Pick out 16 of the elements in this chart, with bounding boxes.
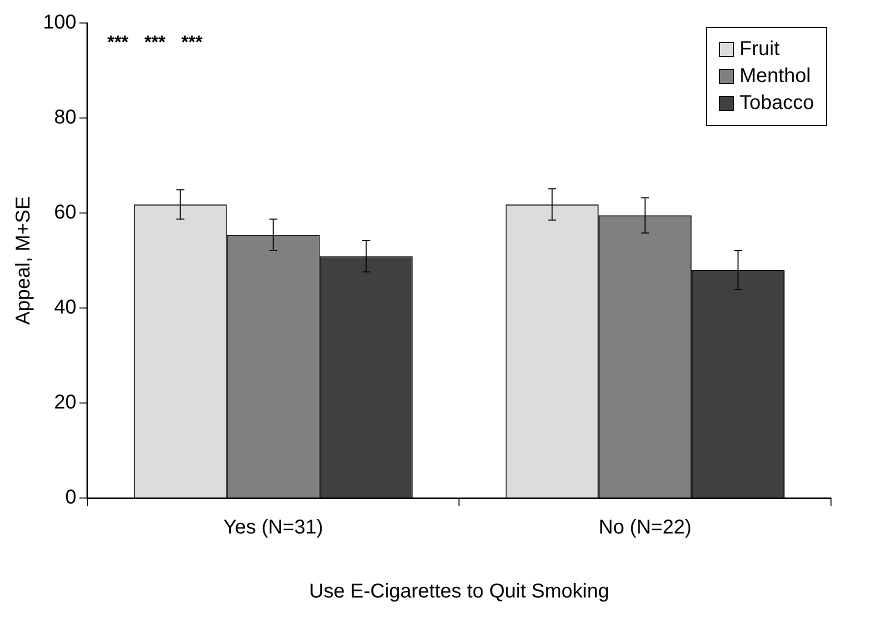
legend-label: Menthol <box>740 65 811 88</box>
y-tick-label: 0 <box>65 486 76 509</box>
y-tick-label: 60 <box>54 202 76 224</box>
y-axis-title: Appeal, M+SE <box>12 196 35 325</box>
annotation: *** <box>107 32 128 52</box>
x-tick-label: Yes (N=31) <box>223 516 324 539</box>
x-tick-label: No (N=22) <box>598 516 692 539</box>
y-tick-label: 80 <box>54 106 76 129</box>
x-axis-title: Use E-Cigarettes to Quit Smoking <box>309 580 610 603</box>
annotation: *** <box>181 32 202 52</box>
annotation: *** <box>144 32 166 52</box>
legend-label: Fruit <box>740 38 780 61</box>
y-tick-label: 20 <box>54 392 76 414</box>
legend-label: Tobacco <box>740 92 814 115</box>
y-tick-label: 40 <box>54 296 76 319</box>
y-tick-label: 100 <box>42 12 76 34</box>
